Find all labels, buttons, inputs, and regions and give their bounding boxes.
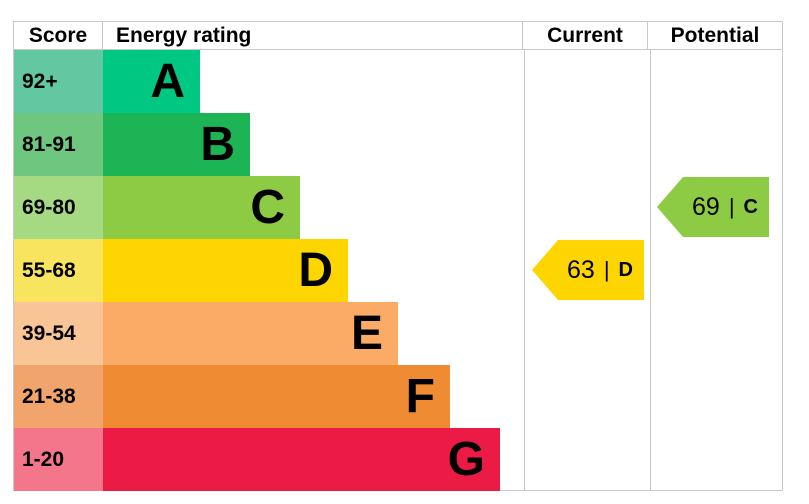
band-score-range: 1-20	[14, 428, 103, 491]
potential-column-header: Potential	[670, 24, 760, 47]
current-column-divider	[524, 50, 525, 490]
band-score-range: 55-68	[14, 239, 103, 302]
band-letter: G	[447, 432, 485, 486]
band-row: 92+ A	[14, 50, 782, 113]
band-letter: E	[350, 306, 383, 360]
band-row: 21-38 F	[14, 365, 782, 428]
current-rating-value: 63	[567, 255, 595, 284]
band-letter: B	[200, 117, 235, 171]
band-score-range: 92+	[14, 50, 103, 113]
current-rating-separator: |	[603, 257, 610, 282]
current-rating-arrow: 63 | D	[532, 240, 644, 300]
band-row: 1-20 G	[14, 428, 782, 491]
band-score-range: 81-91	[14, 113, 103, 176]
score-column-header: Score	[14, 22, 103, 49]
band-rows: 92+ A 81-91 B 69-80 C 55-68 D 39-54 E 21…	[14, 50, 782, 491]
potential-rating-separator: |	[728, 194, 735, 219]
band-bar: A	[103, 50, 200, 113]
band-bar: F	[103, 365, 450, 428]
band-row: 39-54 E	[14, 302, 782, 365]
current-column-header: Current	[523, 22, 648, 49]
band-bar: D	[103, 239, 348, 302]
band-row: 55-68 D	[14, 239, 782, 302]
band-row: 81-91 B	[14, 113, 782, 176]
band-score-range: 21-38	[14, 365, 103, 428]
energy-rating-column-header: Energy rating	[103, 22, 523, 49]
potential-rating-band-letter: C	[743, 195, 758, 218]
potential-rating-value: 69	[692, 192, 720, 221]
band-bar: E	[103, 302, 398, 365]
band-bar: G	[103, 428, 500, 491]
table-header-row: Score Energy rating Current Potential	[14, 22, 782, 50]
band-bar: B	[103, 113, 250, 176]
band-bar: C	[103, 176, 300, 239]
epc-table: Score Energy rating Current Potential 92…	[13, 21, 783, 491]
band-letter: F	[405, 369, 435, 423]
band-score-range: 69-80	[14, 176, 103, 239]
bands-area: 92+ A 81-91 B 69-80 C 55-68 D 39-54 E 21…	[14, 50, 782, 491]
band-row: 69-80 C	[14, 176, 782, 239]
potential-column-divider	[650, 50, 651, 490]
band-letter: C	[250, 180, 285, 234]
band-letter: D	[298, 243, 333, 297]
potential-rating-arrow: 69 | C	[657, 177, 769, 237]
current-rating-band-letter: D	[618, 258, 633, 281]
band-score-range: 39-54	[14, 302, 103, 365]
band-letter: A	[150, 54, 185, 108]
